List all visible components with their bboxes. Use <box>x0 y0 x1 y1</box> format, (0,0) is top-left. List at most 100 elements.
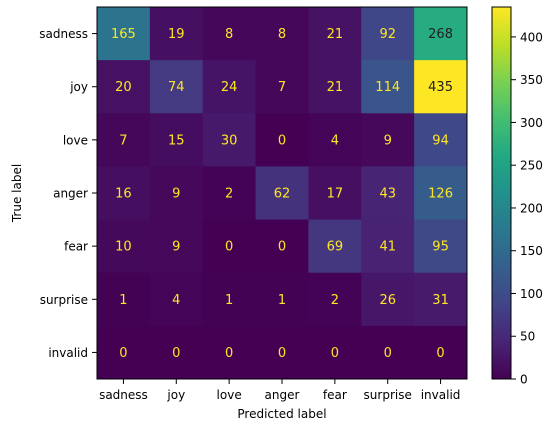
heatmap-cell <box>361 166 415 221</box>
heatmap-cell <box>97 113 151 167</box>
cell-value-label: 20 <box>115 80 132 95</box>
cell-value-label: 24 <box>221 80 238 95</box>
heatmap-cell <box>308 113 362 167</box>
heatmap-cell <box>149 325 204 380</box>
heatmap-cell <box>202 7 257 61</box>
cell-value-label: 19 <box>168 27 185 42</box>
colorbar: 0 50 100 150 200 250 300 350 400 <box>491 6 543 387</box>
x-ticks: sadness joy love anger fear surprise invalid <box>99 379 460 402</box>
cell-value-label: 74 <box>168 80 185 95</box>
heatmap-cell <box>202 166 257 221</box>
cell-value-label: 9 <box>384 133 392 148</box>
heatmap-cell <box>149 272 204 327</box>
cell-value-label: 0 <box>225 346 233 361</box>
y-ticks: sadness joy love anger fear surprise invalid <box>39 27 97 360</box>
x-axis-label: Predicted label <box>237 407 326 421</box>
x-tick-label: sadness <box>99 388 148 402</box>
colorbar-tick-label: 100 <box>520 287 543 301</box>
cell-value-label: 41 <box>379 240 396 255</box>
heatmap-cell <box>202 325 257 380</box>
cell-value-label: 15 <box>168 133 185 148</box>
heatmap-cell <box>97 325 151 380</box>
cell-value-label: 95 <box>432 240 449 255</box>
x-tick-label: fear <box>323 388 347 402</box>
y-tick-label: surprise <box>40 293 88 307</box>
heatmap-cell <box>361 325 415 380</box>
heatmap-cell <box>308 60 362 114</box>
heatmap-cell <box>255 7 309 61</box>
colorbar-tick-label: 0 <box>520 373 528 387</box>
heatmap-cell <box>414 325 468 380</box>
y-tick-label: invalid <box>48 346 88 360</box>
heatmap-cell <box>202 60 257 114</box>
heatmap-cell <box>97 60 151 114</box>
heatmap-cell <box>361 60 415 114</box>
cell-value-label: 0 <box>278 133 286 148</box>
x-tick-label: love <box>217 388 242 402</box>
heatmap-cell <box>308 272 362 327</box>
heatmap-cell <box>97 166 151 221</box>
cell-value-label: 1 <box>119 293 127 308</box>
colorbar-tick-label: 200 <box>520 201 543 215</box>
cell-value-label: 7 <box>119 133 127 148</box>
heatmap-cell <box>255 219 309 274</box>
heatmap-cell <box>414 7 468 61</box>
heatmap-cell <box>149 60 204 114</box>
heatmap-cell <box>414 272 468 327</box>
cell-value-label: 62 <box>274 187 291 202</box>
heatmap-cell <box>202 272 257 327</box>
x-tick-label: anger <box>265 388 300 402</box>
cell-value-label: 94 <box>432 133 449 148</box>
cell-value-label: 10 <box>115 240 132 255</box>
heatmap-cell <box>149 166 204 221</box>
heatmap-cell <box>361 113 415 167</box>
heatmap-cell <box>255 325 309 380</box>
heatmap-cell <box>149 113 204 167</box>
heatmap-cell <box>414 60 468 114</box>
heatmap-cell <box>308 7 362 61</box>
cell-value-label: 126 <box>428 187 453 202</box>
heatmap-cell <box>255 113 309 167</box>
heatmap-cell <box>202 113 257 167</box>
heatmap-cell <box>308 219 362 274</box>
y-tick-label: sadness <box>39 27 88 41</box>
cell-value-label: 2 <box>225 187 233 202</box>
cell-value-label: 21 <box>327 27 344 42</box>
x-tick-label: joy <box>166 388 185 402</box>
cell-value-label: 0 <box>119 346 127 361</box>
cell-value-label: 0 <box>278 346 286 361</box>
heatmap-cell <box>255 272 309 327</box>
x-tick-label: invalid <box>421 388 461 402</box>
cell-value-label: 16 <box>115 187 132 202</box>
heatmap-cell <box>308 325 362 380</box>
axis-labels: Predicted label True label <box>10 164 327 421</box>
heatmap-cell <box>202 219 257 274</box>
heatmap-cell <box>149 7 204 61</box>
y-tick-label: love <box>63 133 88 147</box>
cell-value-label: 69 <box>327 240 344 255</box>
cell-value-label: 2 <box>331 293 339 308</box>
y-tick-label: fear <box>64 240 88 254</box>
cell-value-label: 4 <box>172 293 180 308</box>
heatmap-cell <box>97 7 151 61</box>
colorbar-tick-label: 150 <box>520 244 543 258</box>
cell-value-label: 0 <box>436 346 444 361</box>
colorbar-gradient <box>492 7 511 379</box>
colorbar-frame <box>491 6 512 380</box>
colorbar-tick-label: 50 <box>520 330 535 344</box>
heatmap-cell <box>97 219 151 274</box>
cell-value-label: 0 <box>278 240 286 255</box>
heatmap-cell <box>361 272 415 327</box>
heatmap-cell <box>255 60 309 114</box>
cell-value-label: 114 <box>375 80 400 95</box>
cell-value-label: 8 <box>278 27 286 42</box>
heatmap-cell <box>308 166 362 221</box>
cell-value-label: 1 <box>278 293 286 308</box>
heatmap-cell <box>361 219 415 274</box>
cell-value-label: 9 <box>172 187 180 202</box>
cell-value-label: 92 <box>379 27 396 42</box>
colorbar-tick-label: 350 <box>520 73 543 87</box>
heatmap-cell <box>361 7 415 61</box>
